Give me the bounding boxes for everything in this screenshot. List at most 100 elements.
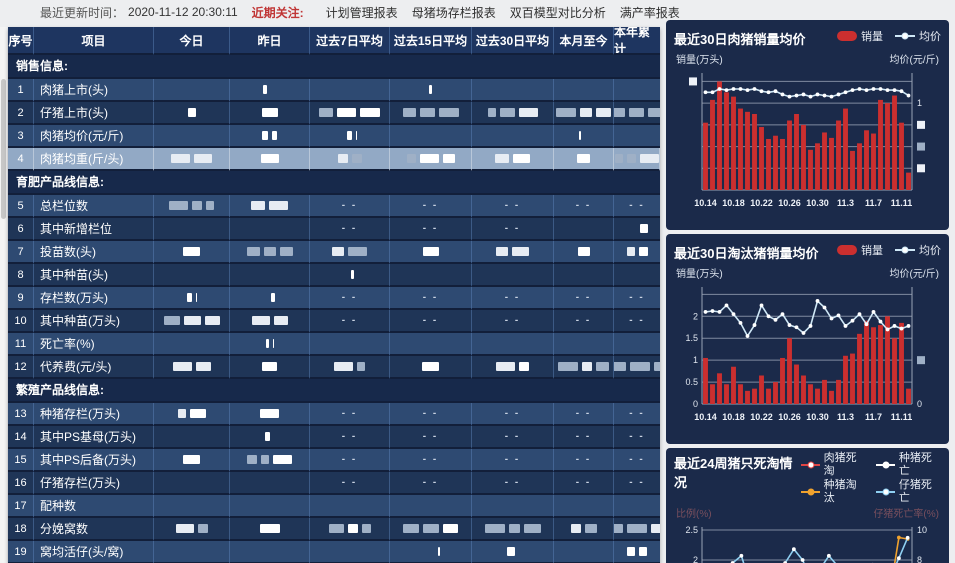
table-row-14[interactable]: 14 其中PS基母(万头) - -- -- -- -- -	[8, 426, 660, 449]
row-number: 6	[8, 218, 34, 241]
column-header: 本月至今	[554, 27, 614, 55]
link-double-hundred-model-analysis[interactable]: 双百模型对比分析	[509, 5, 606, 20]
table-row-6[interactable]: 6 其中新增栏位 - -- -- -	[8, 218, 660, 241]
table-row-17[interactable]: 17 配种数	[8, 495, 660, 518]
legend-item-均价[interactable]: 均价	[895, 242, 941, 258]
data-cell	[154, 356, 230, 379]
legend-item-肉猪死淘[interactable]: 肉猪死淘	[800, 452, 866, 478]
data-cell: - -	[472, 426, 554, 449]
data-cell: - -	[310, 310, 390, 333]
column-header: 今日	[154, 27, 230, 55]
data-cell	[154, 79, 230, 102]
data-cell	[614, 495, 660, 518]
legend-line-swatch	[800, 461, 820, 469]
left-scrollbar-track[interactable]	[0, 27, 7, 563]
left-scrollbar-thumb[interactable]	[1, 79, 6, 219]
report-table: 序号 项目 今日 昨日 过去7日平均 过去15日平均 过去30日平均 本月至今 本年累计 销售信息…	[8, 27, 660, 563]
table-row-13[interactable]: 13 种猪存栏(万头) - -- -- -- -- -	[8, 403, 660, 426]
table-row-1[interactable]: 1 肉猪上市(头)	[8, 79, 660, 102]
row-label: 投苗数(头)	[34, 241, 154, 264]
link-plan-management-report[interactable]: 计划管理报表	[325, 5, 398, 20]
link-full-capacity-report[interactable]: 满产率报表	[619, 5, 680, 20]
legend-item-仔猪死亡[interactable]: 仔猪死亡	[875, 479, 941, 505]
svg-text:10.30: 10.30	[806, 412, 829, 422]
legend-item-均价[interactable]: 均价	[895, 28, 941, 44]
table-row-5[interactable]: 5 总栏位数 - -- -- -- -- -	[8, 195, 660, 218]
table-row-12[interactable]: 12 代养费(元/头)	[8, 356, 660, 379]
data-cell	[614, 333, 660, 356]
table-row-18[interactable]: 18 分娩窝数	[8, 518, 660, 541]
table-row-11[interactable]: 11 死亡率(%)	[8, 333, 660, 356]
section-row: 育肥产品线信息:	[8, 171, 660, 195]
data-cell	[230, 125, 310, 148]
data-cell	[230, 241, 310, 264]
svg-text:10.18: 10.18	[722, 198, 745, 208]
left-axis-label: 比例(%)	[676, 509, 712, 520]
section-row: 繁殖产品线信息:	[8, 379, 660, 403]
legend-label: 销量	[861, 245, 883, 257]
svg-text:11.11: 11.11	[891, 412, 913, 422]
data-cell: - -	[554, 426, 614, 449]
row-label: 配种数	[34, 495, 154, 518]
row-number: 18	[8, 518, 34, 541]
legend-item-种猪死亡[interactable]: 种猪死亡	[875, 452, 941, 478]
data-cell: - -	[390, 426, 472, 449]
data-cell	[390, 79, 472, 102]
svg-text:10.14: 10.14	[694, 412, 717, 422]
data-cell	[230, 472, 310, 495]
svg-text:10.22: 10.22	[750, 198, 773, 208]
legend-label: 仔猪死亡	[898, 479, 932, 504]
svg-text:10.26: 10.26	[778, 412, 801, 422]
row-label: 代养费(元/头)	[34, 356, 154, 379]
legend-item-销量[interactable]: 销量	[837, 242, 883, 258]
table-row-15[interactable]: 15 其中PS后备(万头) - -- -- -- -- -	[8, 449, 660, 472]
row-label: 肉猪上市(头)	[34, 79, 154, 102]
data-cell: - -	[310, 195, 390, 218]
table-row-2[interactable]: 2 仔猪上市(头)	[8, 102, 660, 125]
data-cell: - -	[554, 195, 614, 218]
svg-text:10: 10	[917, 525, 927, 535]
legend-item-销量[interactable]: 销量	[837, 28, 883, 44]
table-row-9[interactable]: 9 存栏数(万头) - -- -- -- -- -	[8, 287, 660, 310]
data-cell	[554, 333, 614, 356]
column-header: 本年累计	[614, 27, 660, 55]
data-cell	[230, 148, 310, 171]
table-row-3[interactable]: 3 肉猪均价(元/斤)	[8, 125, 660, 148]
row-number: 9	[8, 287, 34, 310]
row-label: 死亡率(%)	[34, 333, 154, 356]
legend-line-swatch	[875, 461, 895, 469]
data-cell	[230, 102, 310, 125]
right-axis-label: 仔猪死亡率(%)	[873, 509, 939, 520]
charts-panel: 最近30日肉猪销量均价 销量 均价 销量(万头) 均价(元/斤) 1 10.14 10…	[666, 20, 950, 563]
data-cell	[614, 79, 660, 102]
svg-text:11.7: 11.7	[865, 198, 882, 208]
table-header: 序号 项目 今日 昨日 过去7日平均 过去15日平均 过去30日平均 本月至今 本年累计	[8, 27, 660, 55]
svg-text:0.5: 0.5	[685, 377, 698, 387]
link-sow-farm-inventory-report[interactable]: 母猪场存栏报表	[411, 5, 496, 20]
data-cell	[390, 495, 472, 518]
data-cell	[614, 356, 660, 379]
table-row-8[interactable]: 8 其中种苗(头)	[8, 264, 660, 287]
legend-bar-swatch	[837, 245, 857, 255]
row-label: 仔猪存栏(万头)	[34, 472, 154, 495]
row-label: 分娩窝数	[34, 518, 154, 541]
data-cell	[310, 356, 390, 379]
data-cell	[390, 102, 472, 125]
data-cell: - -	[472, 449, 554, 472]
data-cell: - -	[554, 472, 614, 495]
row-number: 19	[8, 541, 34, 563]
legend-item-种猪淘汰[interactable]: 种猪淘汰	[800, 479, 866, 505]
chart-legend: 肉猪死淘 种猪死亡 种猪淘汰 仔猪死亡	[800, 452, 941, 505]
row-number: 7	[8, 241, 34, 264]
table-row-10[interactable]: 10 其中种苗(万头) - -- -- -- -- -	[8, 310, 660, 333]
data-cell	[310, 125, 390, 148]
data-cell	[230, 195, 310, 218]
table-row-19[interactable]: 19 窝均活仔(头/窝)	[8, 541, 660, 563]
legend-label: 均价	[919, 31, 941, 43]
table-row-4[interactable]: 4 肉猪均重(斤/头)	[8, 148, 660, 171]
table-row-7[interactable]: 7 投苗数(头)	[8, 241, 660, 264]
data-cell	[472, 518, 554, 541]
svg-text:1.5: 1.5	[685, 333, 698, 343]
table-row-16[interactable]: 16 仔猪存栏(万头) - -- -- -- -- -	[8, 472, 660, 495]
chart-card-pig-sales-price: 最近30日肉猪销量均价 销量 均价 销量(万头) 均价(元/斤) 1 10.14 10…	[666, 20, 949, 230]
